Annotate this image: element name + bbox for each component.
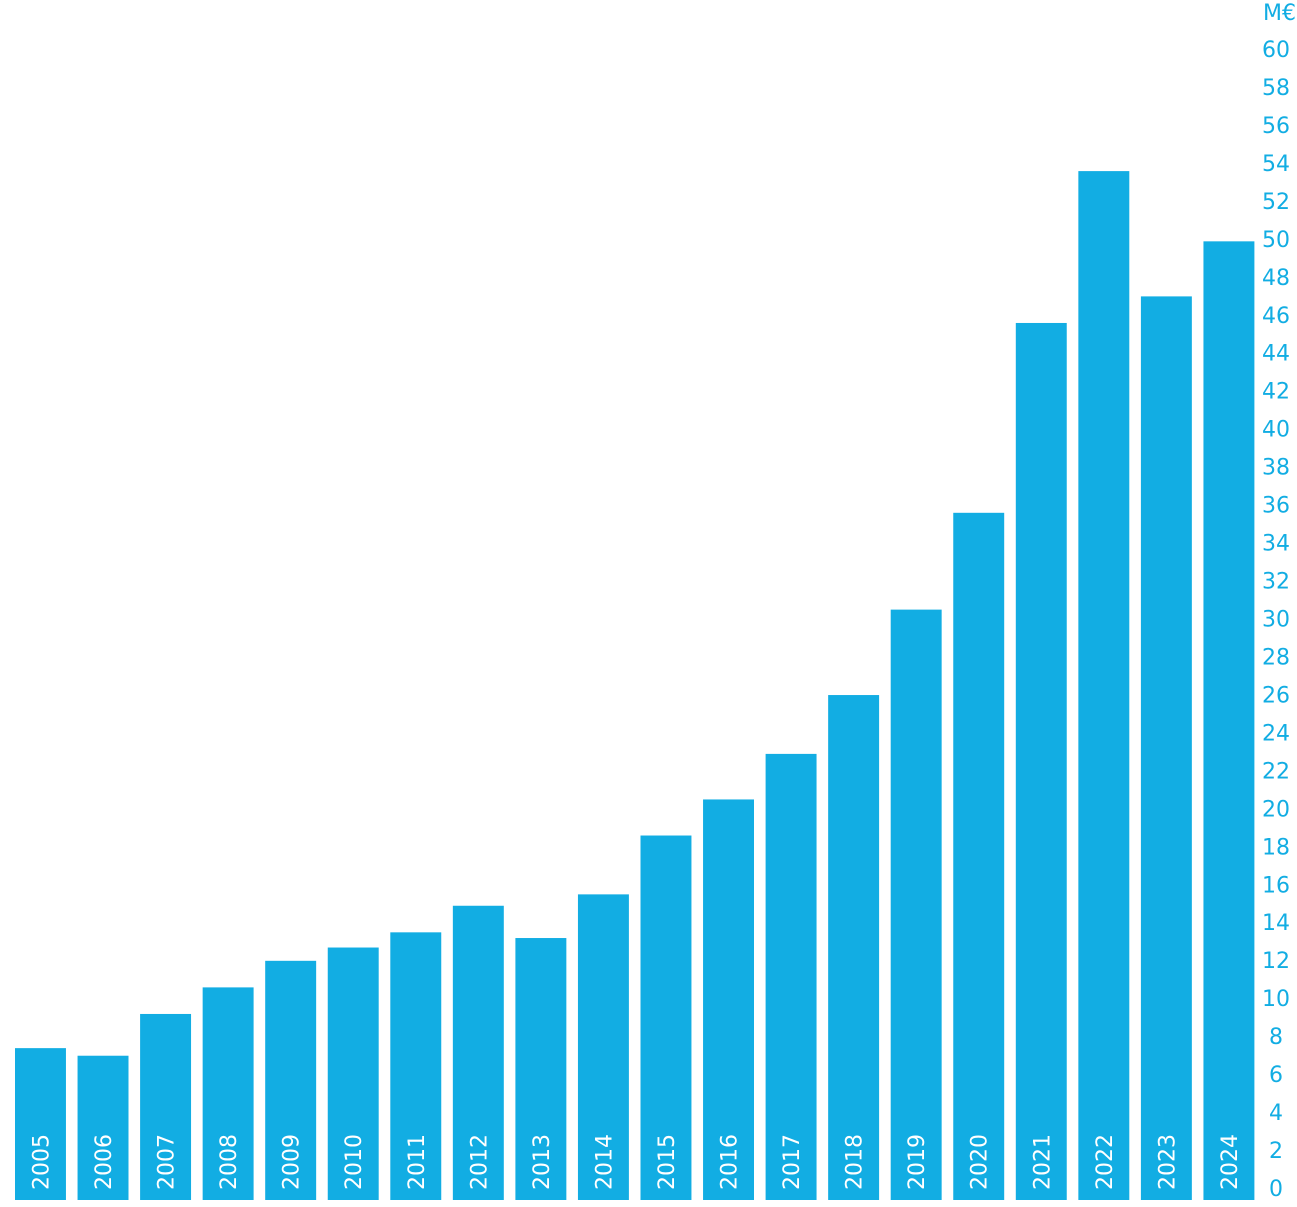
y-axis-unit: M€ xyxy=(1263,1,1296,26)
y-tick-label: 46 xyxy=(1262,304,1290,329)
y-tick-label: 38 xyxy=(1262,456,1290,481)
bar xyxy=(265,960,317,1200)
y-tick-label: 12 xyxy=(1262,949,1290,974)
y-tick-label: 48 xyxy=(1262,266,1290,291)
bar xyxy=(640,835,692,1200)
y-tick-label: 54 xyxy=(1262,152,1290,177)
bar xyxy=(703,799,754,1200)
y-tick-label: 58 xyxy=(1262,76,1290,101)
bar xyxy=(1203,241,1255,1200)
bar xyxy=(953,512,1005,1200)
x-tick-label: 2013 xyxy=(530,1134,555,1190)
y-tick-label: 32 xyxy=(1262,570,1290,595)
bar xyxy=(577,894,629,1200)
bar xyxy=(1140,296,1192,1201)
x-tick-label: 2018 xyxy=(843,1134,868,1190)
y-tick-label: 8 xyxy=(1269,1025,1283,1050)
bar xyxy=(765,753,817,1200)
bar xyxy=(140,1013,192,1200)
y-tick-label: 50 xyxy=(1262,228,1290,253)
bar xyxy=(515,938,567,1200)
x-tick-label: 2017 xyxy=(780,1134,805,1190)
y-tick-label: 0 xyxy=(1269,1177,1283,1202)
bar xyxy=(15,1048,66,1200)
bar xyxy=(77,1055,129,1200)
x-tick-label: 2024 xyxy=(1218,1134,1243,1190)
x-tick-label: 2020 xyxy=(968,1134,993,1190)
y-tick-label: 44 xyxy=(1262,342,1290,367)
y-tick-label: 60 xyxy=(1262,38,1290,63)
y-tick-label: 16 xyxy=(1262,873,1290,898)
x-tick-label: 2011 xyxy=(405,1134,430,1190)
bar xyxy=(452,905,504,1200)
y-tick-label: 14 xyxy=(1262,911,1290,936)
y-tick-label: 2 xyxy=(1269,1139,1283,1164)
y-tick-label: 42 xyxy=(1262,380,1290,405)
y-tick-label: 10 xyxy=(1262,987,1290,1012)
y-tick-label: 36 xyxy=(1262,494,1290,519)
x-tick-label: 2005 xyxy=(29,1134,54,1190)
y-tick-label: 6 xyxy=(1269,1063,1283,1088)
x-tick-label: 2010 xyxy=(342,1134,367,1190)
x-tick-label: 2021 xyxy=(1030,1134,1055,1190)
y-tick-label: 24 xyxy=(1262,721,1290,746)
x-tick-label: 2022 xyxy=(1093,1134,1118,1190)
bar xyxy=(327,947,379,1200)
y-tick-label: 40 xyxy=(1262,418,1290,443)
y-tick-label: 18 xyxy=(1262,835,1290,860)
y-tick-label: 52 xyxy=(1262,190,1290,215)
y-tick-label: 26 xyxy=(1262,683,1290,708)
x-tick-label: 2016 xyxy=(718,1134,743,1190)
x-tick-label: 2019 xyxy=(905,1134,930,1190)
x-tick-label: 2009 xyxy=(280,1134,305,1190)
bar xyxy=(890,609,942,1200)
y-tick-label: 28 xyxy=(1262,645,1290,670)
bar xyxy=(390,932,442,1200)
x-tick-label: 2006 xyxy=(92,1134,117,1190)
y-tick-label: 22 xyxy=(1262,759,1290,784)
bar xyxy=(202,987,254,1200)
y-tick-label: 4 xyxy=(1269,1101,1283,1126)
x-tick-label: 2015 xyxy=(655,1134,680,1190)
y-tick-label: 20 xyxy=(1262,797,1290,822)
x-tick-label: 2023 xyxy=(1155,1134,1180,1190)
x-tick-label: 2012 xyxy=(467,1134,492,1190)
y-tick-label: 30 xyxy=(1262,608,1290,633)
bar xyxy=(1015,322,1067,1201)
x-tick-label: 2008 xyxy=(217,1134,242,1190)
y-tick-label: 34 xyxy=(1262,532,1290,557)
x-tick-label: 2014 xyxy=(592,1134,617,1190)
x-tick-label: 2007 xyxy=(155,1134,180,1190)
y-tick-label: 56 xyxy=(1262,114,1290,139)
bar xyxy=(828,695,880,1200)
bar xyxy=(1078,171,1130,1201)
